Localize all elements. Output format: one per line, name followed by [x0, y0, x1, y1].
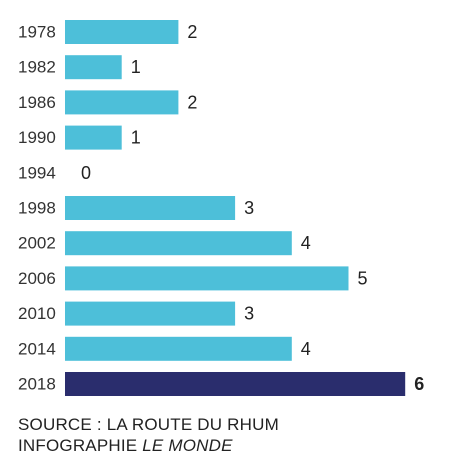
value-label-2018: 6	[414, 374, 424, 394]
value-label-2002: 4	[301, 233, 311, 253]
category-label-1986: 1986	[18, 93, 56, 112]
bar-2014	[65, 336, 292, 361]
bar-1986	[65, 90, 179, 115]
value-label-1994: 0	[81, 163, 91, 183]
category-ticks: 1978 1982 1986 1990 1994 1998 2002 2006 2010 2014…	[18, 23, 56, 394]
value-label-1998: 3	[244, 198, 254, 218]
bar-1990	[65, 125, 122, 150]
bar-1982	[65, 55, 122, 80]
data-labels: 2 1 2 1 0 3 4 5 3 4 6	[81, 22, 424, 394]
credit-line: INFOGRAPHIE LE MONDE	[18, 435, 279, 456]
source-line: SOURCE : LA ROUTE DU RHUM	[18, 415, 279, 434]
category-label-2010: 2010	[18, 304, 56, 323]
category-label-1990: 1990	[18, 128, 56, 147]
category-label-2014: 2014	[18, 339, 56, 358]
category-label-1978: 1978	[18, 23, 56, 42]
bar-2018	[65, 372, 406, 396]
credit-prefix: INFOGRAPHIE	[18, 436, 143, 455]
value-label-2006: 5	[358, 268, 368, 288]
value-label-1978: 2	[187, 22, 197, 42]
credit-brand: LE MONDE	[142, 436, 233, 455]
category-label-2018: 2018	[18, 375, 56, 394]
value-label-1986: 2	[187, 92, 197, 112]
category-label-1998: 1998	[18, 199, 56, 218]
category-label-1994: 1994	[18, 163, 56, 182]
category-label-2002: 2002	[18, 234, 56, 253]
bar-chart: 1978198219861990199419982002200620102014…	[18, 20, 424, 396]
bar-1978	[65, 20, 179, 44]
bar-2002	[65, 231, 292, 256]
bar-2010	[65, 301, 236, 326]
category-label-1982: 1982	[18, 58, 56, 77]
bar-1998	[65, 196, 236, 220]
bars-group	[65, 20, 406, 396]
bar-2006	[65, 266, 349, 291]
value-label-2014: 4	[301, 339, 311, 359]
value-label-2010: 3	[244, 304, 254, 324]
footer: SOURCE : LA ROUTE DU RHUM INFOGRAPHIE LE…	[18, 414, 279, 456]
category-label-2006: 2006	[18, 269, 56, 288]
value-label-1982: 1	[131, 57, 141, 77]
value-label-1990: 1	[131, 128, 141, 148]
